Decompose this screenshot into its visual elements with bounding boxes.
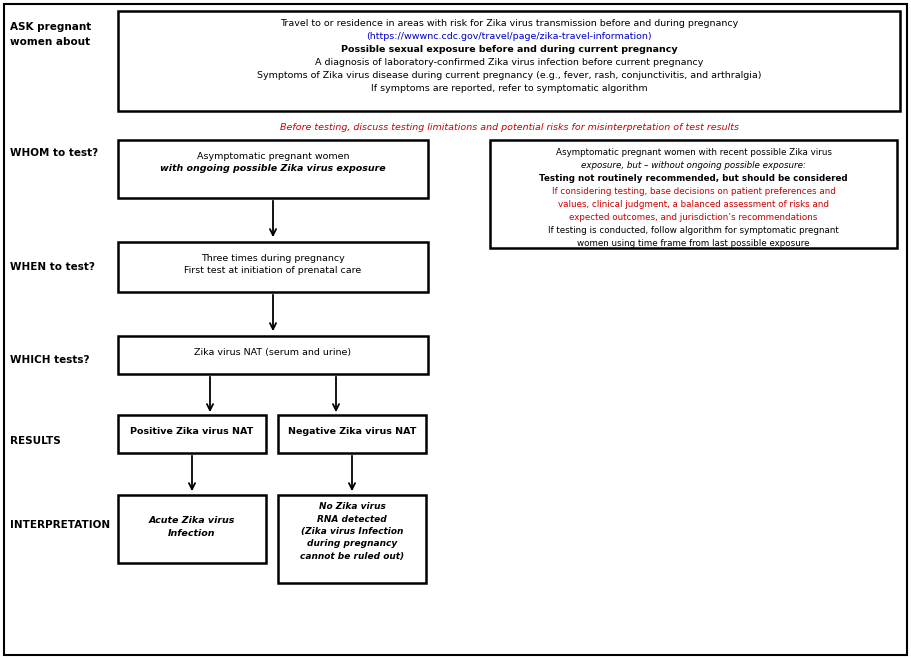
Text: INTERPRETATION: INTERPRETATION [10, 520, 110, 530]
Bar [118, 242, 428, 292]
Text: Three times during pregnancy: Three times during pregnancy [201, 254, 345, 263]
Bar [278, 495, 426, 583]
Bar [118, 415, 266, 453]
Text: Symptoms of Zika virus disease during current pregnancy (e.g., fever, rash, conj: Symptoms of Zika virus disease during cu… [257, 71, 762, 80]
Text: ASK pregnant
women about: ASK pregnant women about [10, 22, 91, 47]
Bar [118, 495, 266, 563]
Bar [490, 140, 897, 248]
Text: Asymptomatic pregnant women with recent possible Zika virus: Asymptomatic pregnant women with recent … [556, 148, 832, 157]
Text: WHEN to test?: WHEN to test? [10, 262, 95, 272]
Text: Asymptomatic pregnant women: Asymptomatic pregnant women [197, 152, 349, 161]
Text: Before testing, discuss testing limitations and potential risks for misinterpret: Before testing, discuss testing limitati… [280, 123, 739, 132]
Bar [278, 415, 426, 453]
Text: Possible sexual exposure before and during current pregnancy: Possible sexual exposure before and duri… [341, 45, 677, 54]
Text: A diagnosis of laboratory-confirmed Zika virus infection before current pregnanc: A diagnosis of laboratory-confirmed Zika… [315, 58, 703, 67]
Text: If considering testing, base decisions on patient preferences and: If considering testing, base decisions o… [551, 187, 835, 196]
Text: values, clinical judgment, a balanced assessment of risks and: values, clinical judgment, a balanced as… [558, 200, 829, 209]
Text: Positive Zika virus NAT: Positive Zika virus NAT [130, 427, 253, 436]
Text: If symptoms are reported, refer to symptomatic algorithm: If symptoms are reported, refer to sympt… [371, 84, 648, 93]
Text: women using time frame from last possible exposure: women using time frame from last possibl… [578, 239, 810, 248]
Text: exposure, but – without ongoing possible exposure:: exposure, but – without ongoing possible… [581, 161, 806, 170]
Bar [118, 140, 428, 198]
Text: expected outcomes, and jurisdiction’s recommendations: expected outcomes, and jurisdiction’s re… [569, 213, 818, 222]
Text: No Zika virus
RNA detected
(Zika virus Infection
during pregnancy
cannot be rule: No Zika virus RNA detected (Zika virus I… [300, 502, 404, 561]
Text: RESULTS: RESULTS [10, 436, 61, 446]
Text: with ongoing possible Zika virus exposure: with ongoing possible Zika virus exposur… [160, 164, 386, 173]
Text: Testing not routinely recommended, but should be considered: Testing not routinely recommended, but s… [539, 174, 848, 183]
Text: Zika virus NAT (serum and urine): Zika virus NAT (serum and urine) [194, 348, 352, 357]
Text: WHICH tests?: WHICH tests? [10, 355, 89, 365]
Text: First test at initiation of prenatal care: First test at initiation of prenatal car… [184, 266, 362, 275]
Bar [118, 336, 428, 374]
Text: Travel to or residence in areas with risk for Zika virus transmission before and: Travel to or residence in areas with ris… [280, 19, 738, 28]
Text: If testing is conducted, follow algorithm for symptomatic pregnant: If testing is conducted, follow algorith… [548, 226, 839, 235]
Text: Negative Zika virus NAT: Negative Zika virus NAT [288, 427, 416, 436]
Text: (https://wwwnc.cdc.gov/travel/page/zika-travel-information): (https://wwwnc.cdc.gov/travel/page/zika-… [366, 32, 651, 41]
Text: WHOM to test?: WHOM to test? [10, 148, 98, 158]
Text: Acute Zika virus
Infection: Acute Zika virus Infection [148, 516, 235, 538]
Bar [118, 11, 900, 111]
